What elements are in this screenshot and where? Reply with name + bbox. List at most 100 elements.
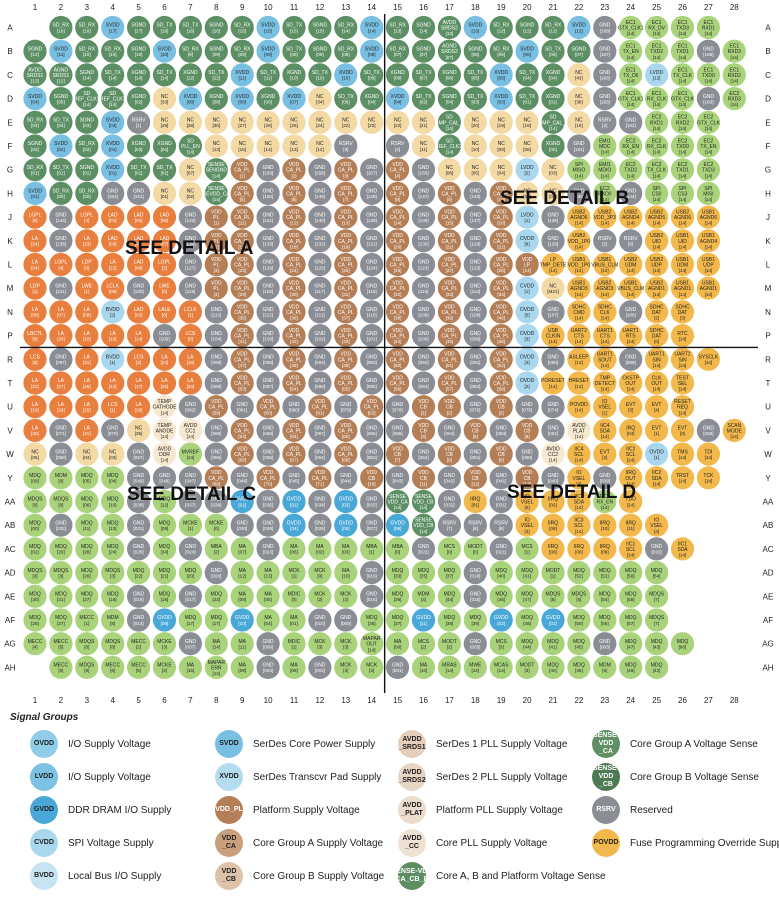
pin-number: [29] <box>238 292 246 297</box>
pin-name: CB <box>420 405 428 411</box>
pin-number: [3] <box>343 668 348 673</box>
pin-ball-circle <box>593 561 617 585</box>
pin-ball-circle <box>360 110 384 134</box>
pin-name: GND <box>599 70 611 76</box>
pin-name: GND <box>470 402 482 408</box>
pin-number: [1] <box>525 289 530 294</box>
pin-ball-circle <box>101 39 125 63</box>
pin-ball-circle <box>411 134 436 158</box>
pin-name: GND <box>185 592 197 598</box>
pin-name: MDQ <box>521 568 533 574</box>
pin-ball-circle <box>101 300 125 324</box>
pin-number: [08] <box>161 526 169 531</box>
pin-number: [027] <box>367 526 377 531</box>
pin-name: CC1 <box>185 428 195 434</box>
pin-name: GVDD <box>235 497 250 503</box>
pin-name: GND <box>314 378 326 384</box>
pin-ball: GVDD[06] <box>386 513 410 537</box>
pin-name: CA_PL <box>286 168 302 174</box>
pin-name: VDD <box>496 375 507 381</box>
pin-name: VDD <box>496 281 507 287</box>
pin-number: [0] <box>214 526 219 531</box>
pin-ball: LDP[1] <box>23 276 47 300</box>
pin-ball-circle <box>515 466 539 490</box>
pin-number: [12] <box>653 76 661 81</box>
pin-ball: GND[048] <box>152 466 177 490</box>
pin-name: GND <box>547 236 559 242</box>
pin-ball: SGND[17] <box>127 15 151 40</box>
pin-ball-circle <box>437 395 461 419</box>
pin-number: [20] <box>394 244 402 249</box>
pin-number: [10] <box>601 526 609 531</box>
pin-ball: NC[36] <box>127 418 151 442</box>
pin-ball: XGND[12] <box>178 63 202 87</box>
pin-ball: MDQ[24] <box>101 537 125 561</box>
pin-ball-circle <box>411 561 436 585</box>
pin-ball: MA[10] <box>411 655 436 680</box>
pin-ball-circle <box>178 15 202 40</box>
pin-number: [01] <box>109 171 117 176</box>
pin-ball-circle <box>541 324 565 348</box>
pin-ball: SGND[09] <box>204 39 228 63</box>
pin-number: [14] <box>601 150 609 155</box>
pin-ball: SGND[12] <box>23 39 47 63</box>
pin-ball: LA[17] <box>127 371 151 395</box>
pin-ball: GND[016] <box>360 584 384 608</box>
pin-ball: GND[097] <box>49 347 73 371</box>
pin-number: [6] <box>628 242 633 247</box>
pin-number: [18] <box>161 597 169 602</box>
pin-number: [103] <box>263 336 273 341</box>
pin-ball: GND[108] <box>463 300 487 324</box>
pin-name: OVDD <box>520 331 535 337</box>
pin-ball: SGND[08] <box>308 39 332 63</box>
pin-number: [9] <box>499 526 504 531</box>
pin-name: VDD <box>496 399 507 405</box>
pin-name: LVDD <box>521 212 534 218</box>
pin-name: VDD_CB <box>413 500 434 506</box>
pin-name: MCS <box>444 544 456 550</box>
pin-number: [26] <box>394 268 402 273</box>
pin-number: [046] <box>237 479 247 484</box>
pin-name: GND <box>314 260 326 266</box>
pin-number: [122] <box>470 265 480 270</box>
pin-name: CA_PL <box>338 168 354 174</box>
pin-name: MA <box>238 544 246 550</box>
pin-name: LA <box>84 331 91 337</box>
pin-number: [13] <box>446 31 454 36</box>
pin-ball: LAD[06] <box>127 252 151 277</box>
pin-number: [8] <box>110 621 115 626</box>
pin-ball-circle <box>256 442 280 466</box>
pin-ball: MODT[1] <box>541 561 565 585</box>
pin-name: CA_PL <box>441 310 457 316</box>
pin-number: [138] <box>418 218 428 223</box>
column-label: 3 <box>85 3 90 12</box>
pin-ball: SD_TX[08] <box>360 63 384 87</box>
pin-number: [14] <box>653 173 661 178</box>
pin-name: GND <box>185 402 197 408</box>
pin-number: [03] <box>342 550 350 555</box>
row-label: Y <box>7 474 13 483</box>
pin-ball-circle <box>386 324 410 348</box>
pin-number: [43] <box>653 645 661 650</box>
pin-number: [02] <box>31 147 39 152</box>
pin-ball-circle <box>256 252 280 277</box>
pin-ball: SVDD[08] <box>360 39 384 63</box>
pin-name: CA_PL <box>441 239 457 245</box>
pin-number: [17] <box>109 28 117 33</box>
pin-name: VDD <box>289 352 300 358</box>
pin-ball-circle <box>204 347 228 371</box>
pin-number: [0] <box>447 550 452 555</box>
pin-number: [150] <box>263 194 273 199</box>
pin-name: SDHC <box>675 304 690 310</box>
pin-name: GND <box>263 283 275 289</box>
pin-name: GND <box>107 426 119 432</box>
pin-ball: SD_RX[02] <box>75 134 99 158</box>
pin-ball-circle <box>152 252 177 277</box>
pin-number: [039] <box>600 479 610 484</box>
